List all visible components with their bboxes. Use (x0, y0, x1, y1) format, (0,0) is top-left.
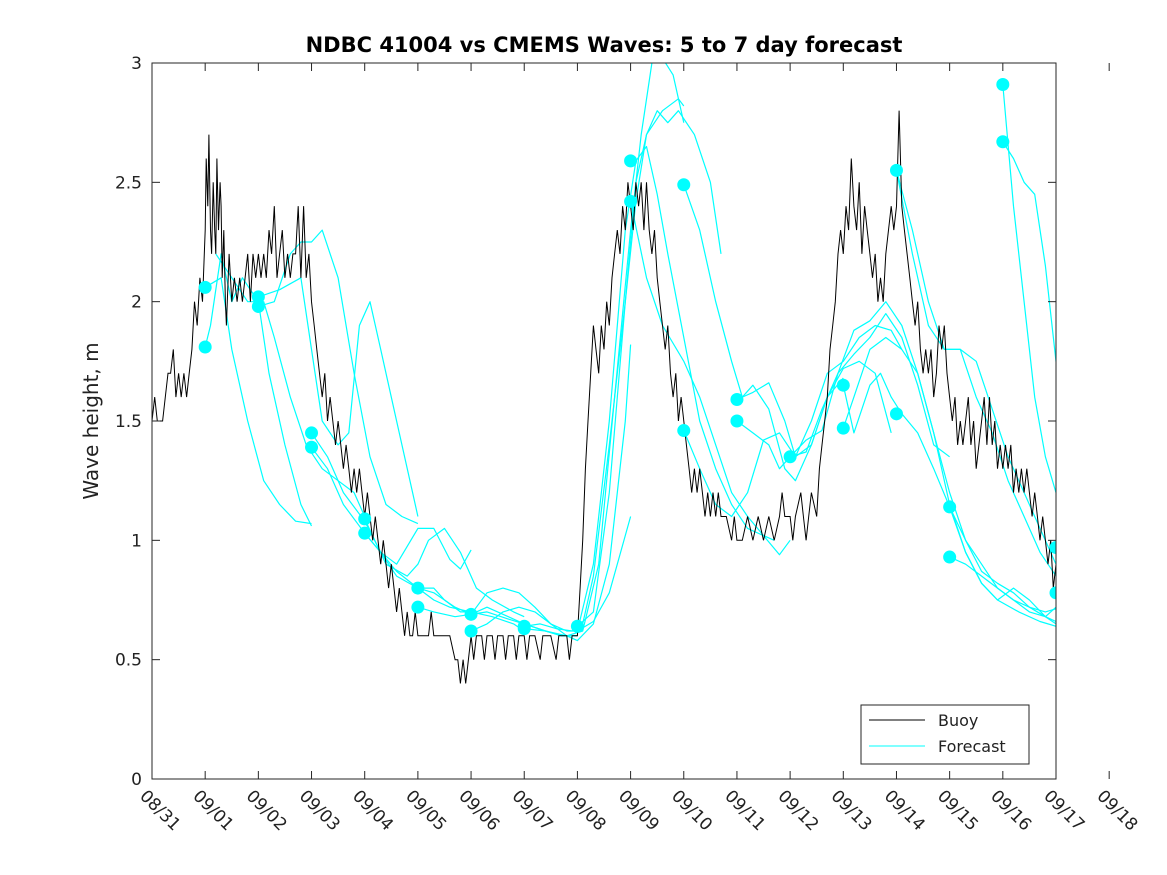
forecast-line-25 (895, 170, 1056, 577)
forecast-marker-11 (464, 624, 478, 638)
forecast-marker-19 (730, 393, 744, 407)
forecast-marker-7 (358, 526, 372, 540)
forecast-marker-14 (570, 619, 584, 633)
forecast-marker-3 (251, 299, 265, 313)
forecast-marker-29 (996, 135, 1010, 149)
forecast-line-12 (470, 344, 632, 642)
forecast-marker-23 (836, 421, 850, 435)
forecast-marker-22 (836, 378, 850, 392)
legend-forecast-label: Forecast (938, 737, 1006, 756)
forecast-line-29 (1002, 84, 1056, 494)
forecast-line-7 (364, 518, 525, 618)
forecast-marker-25 (889, 407, 903, 421)
legend: Buoy Forecast (860, 704, 1030, 765)
y-tick-label-6: 3 (131, 54, 142, 74)
y-tick-label-2: 1 (131, 531, 142, 551)
legend-buoy-label: Buoy (938, 711, 978, 730)
forecast-line-2 (215, 253, 366, 517)
forecast-line-26 (895, 170, 1056, 565)
forecast-marker-24 (889, 163, 903, 177)
forecast-marker-2 (251, 290, 265, 304)
forecast-marker-4 (305, 426, 319, 440)
forecast-marker-9 (411, 600, 425, 614)
forecast-marker-1 (198, 340, 212, 354)
forecast-line-6 (311, 446, 472, 570)
y-tick-label-1: 0.5 (115, 651, 142, 671)
forecast-line-17 (630, 201, 791, 556)
forecast-line-1 (204, 253, 313, 527)
chart-title: NDBC 41004 vs CMEMS Waves: 5 to 7 day fo… (306, 33, 903, 57)
forecast-marker-31 (1049, 586, 1056, 600)
forecast-line-13 (524, 98, 685, 632)
forecast-marker-8 (411, 581, 425, 595)
forecast-line-15 (576, 110, 722, 627)
forecast-marker-27 (943, 550, 957, 564)
forecast-marker-15 (624, 154, 638, 168)
forecast-marker-28 (996, 77, 1010, 91)
forecast-marker-18 (677, 424, 691, 438)
forecast-line-3 (258, 229, 419, 525)
forecast-line-27 (949, 506, 1056, 613)
y-tick-label-3: 1.5 (115, 412, 142, 432)
forecast-marker-5 (305, 440, 319, 454)
forecast-line-30 (1002, 141, 1056, 368)
y-tick-label-0: 0 (131, 770, 142, 790)
forecast-marker-0 (198, 280, 212, 294)
forecast-line-24 (842, 372, 1056, 627)
forecast-line-16 (576, 145, 775, 632)
forecast-line-19 (683, 360, 892, 518)
forecast-marker-26 (943, 500, 957, 514)
forecast-marker-21 (783, 450, 797, 464)
plot-area (152, 63, 1056, 779)
y-axis-label: Wave height, m (79, 342, 103, 499)
forecast-marker-20 (730, 414, 744, 428)
buoy-line (152, 110, 1056, 684)
forecast-marker-10 (464, 607, 478, 621)
forecast-marker-13 (517, 622, 531, 636)
y-tick-label-5: 2.5 (115, 173, 142, 193)
legend-box (860, 704, 1030, 765)
forecast-marker-17 (677, 178, 691, 192)
forecast-line-0 (204, 277, 312, 525)
forecast-marker-30 (1049, 540, 1056, 554)
forecast-line-14 (524, 63, 685, 637)
forecast-marker-6 (358, 512, 372, 526)
y-tick-label-4: 2 (131, 293, 142, 313)
data-layer (152, 63, 1056, 684)
forecast-marker-16 (624, 194, 638, 208)
forecast-line-8 (364, 532, 525, 632)
forecast-line-28 (949, 556, 1056, 623)
